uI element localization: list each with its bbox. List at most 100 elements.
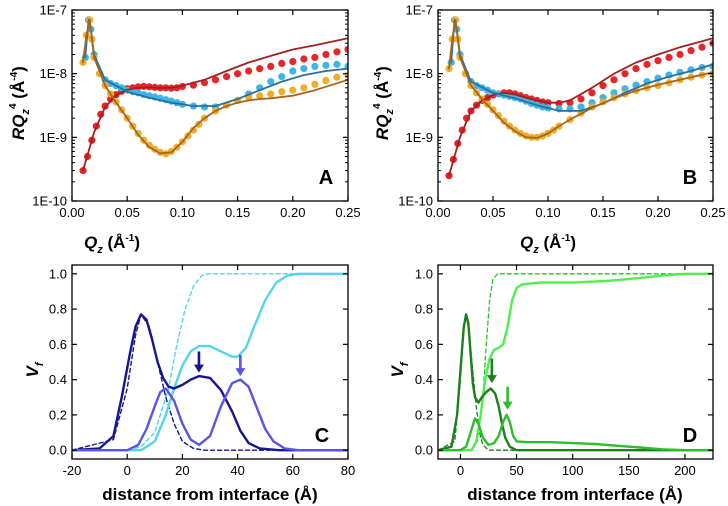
panel-c-series-navy-dashed-line: [72, 313, 348, 451]
panel-d-series-group: [438, 272, 713, 452]
panel-a-series-group: [79, 16, 348, 175]
panel-b-series-red-point: [599, 81, 607, 90]
panel-d-y-tick-label: 0.4: [415, 372, 433, 387]
panel-a-y-tick-label: 1E-9: [40, 130, 67, 145]
panel-a-series-orange-point: [256, 92, 264, 100]
panel-d-series-light-green-line: [438, 272, 713, 452]
panel-b-series-red-point: [588, 89, 596, 97]
panel-b-x-tick-label: 0.15: [590, 205, 615, 220]
panel-b-series-red-point: [577, 95, 585, 103]
panel-a-series-red-point: [300, 55, 308, 63]
panel-c-y-tick-label: 0.2: [49, 407, 67, 422]
panel-b-x-tick-label: 0.20: [645, 205, 670, 220]
panel-a-y-tick-label: 1E-8: [40, 66, 67, 81]
panel-a-x-tick-label: 0.20: [280, 205, 305, 220]
panel-a-frame: [71, 9, 349, 202]
panel-b-series-red-point: [687, 47, 695, 55]
panel-b-series-red-point: [632, 65, 640, 73]
panel-b-series-red-point: [676, 50, 684, 59]
panel-c-y-tick-label: 0.4: [49, 372, 67, 387]
panel-a-series-red-point: [278, 59, 286, 67]
panel-a-series-orange-point: [267, 90, 275, 98]
panel-c-x-tick-label: 60: [286, 463, 300, 478]
panel-d-x-tick-label: 100: [562, 463, 584, 478]
panel-d-x-tick-label: 200: [674, 463, 696, 478]
panel-d-series-dark-green-line: [438, 313, 713, 452]
panel-a-series-red-fit-line: [82, 37, 348, 172]
panel-c-y-tick-label: 1.0: [49, 266, 67, 281]
panel-a-series-blue-point: [278, 72, 286, 81]
panel-d: 0 50 100 150 200 0.0 0.2 0.4 0.6 0.8 1.0 distance …: [388, 264, 714, 504]
panel-b-series-red-fit-line: [448, 37, 713, 177]
panel-a-y-tick-label: 1E-10: [32, 194, 67, 209]
panel-c-arrow-2: [235, 354, 246, 377]
panel-b-x-tick-label: 0.05: [480, 205, 505, 220]
panel-b-label: B: [683, 167, 697, 189]
panel-d-x-tick-label: 150: [618, 463, 640, 478]
panel-c-series-navy-line: [72, 313, 348, 452]
panel-c-x-tick-label: -20: [63, 463, 82, 478]
panel-c-ticks: -20 0 20 40 60 80 0.0 0.2 0.4 0.6 0.8 1.0: [49, 265, 355, 478]
panel-a: 0.00 0.05 0.10 0.15 0.20 0.25 1E-10 1E-9 1E-8 1E-…: [8, 3, 361, 257]
panel-a-series-blue-points: [81, 16, 348, 111]
panel-b-series-red-point: [665, 53, 673, 62]
panel-b-series-group: [445, 16, 713, 180]
panel-a-series-orange-point: [333, 73, 341, 81]
panel-a-series-red-point: [311, 53, 319, 62]
panel-c-plot-area: [71, 264, 349, 460]
panel-a-series-blue-point: [289, 67, 297, 75]
panel-b-series-red-point: [610, 76, 618, 84]
panel-b-x-tick-label: 0.25: [700, 205, 725, 220]
panel-b-series-orange-point: [500, 117, 508, 125]
panel-c-y-tick-label: 0.6: [49, 337, 67, 352]
panel-b-series-red-point: [621, 70, 629, 78]
panel-a-x-tick-label: 0.25: [335, 205, 360, 220]
panel-c-x-tick-label: 80: [341, 463, 355, 478]
panel-b-series-red-point: [654, 57, 662, 65]
panel-d-arrow-1: [486, 358, 497, 384]
panel-a-series-orange-point: [189, 126, 198, 134]
panel-a-y-axis-label: RQz4 (Å-4): [8, 66, 32, 140]
panel-d-frame: [437, 264, 714, 460]
panel-d-y-tick-label: 0.6: [415, 337, 433, 352]
panel-c-series-group: [72, 272, 348, 452]
panel-d-y-tick-label: 0.2: [415, 407, 433, 422]
panel-a-series-orange-point: [322, 76, 330, 85]
panel-a-x-tick-label: 0.05: [115, 205, 140, 220]
panel-a-y-tick-label: 1E-7: [40, 3, 67, 18]
panel-a-series-orange-fit-line: [82, 19, 348, 155]
panel-d-y-tick-label: 0.8: [415, 302, 433, 317]
panel-a-series-red-point: [289, 57, 297, 66]
panel-b-x-tick-label: 0.00: [425, 205, 450, 220]
panel-a-series-orange-point: [278, 88, 286, 96]
panel-b-y-tick-label: 1E-10: [398, 194, 433, 209]
panel-a-plot-area: [71, 9, 349, 202]
panel-a-x-axis-label: Qz (Å-1): [84, 233, 140, 256]
panel-c-y-axis-label: Vf: [23, 361, 46, 377]
panel-b-series-red-point: [643, 60, 651, 68]
panel-a-series-red-point: [333, 48, 341, 56]
panel-b-plot-area: [437, 9, 714, 202]
panel-d-x-axis-label: distance from interface (Å): [467, 485, 682, 504]
panel-a-series-blue-point: [267, 78, 275, 86]
panel-a-x-tick-label: 0.15: [225, 205, 250, 220]
panel-b-series-blue-point: [621, 85, 629, 93]
panel-c-frame: [71, 264, 349, 460]
panel-d-ticks: 0 50 100 150 200 0.0 0.2 0.4 0.6 0.8 1.0: [415, 265, 713, 478]
panel-a-x-tick-label: 0.10: [170, 205, 195, 220]
panel-a-series-orange-point: [289, 86, 297, 94]
panel-d-arrow-2: [502, 386, 513, 410]
panel-a-series-orange-point: [300, 84, 308, 92]
panel-a-series-orange-point: [145, 141, 153, 149]
panel-d-y-tick-label: 1.0: [415, 266, 433, 281]
panel-c-label: C: [315, 425, 329, 447]
panel-d-plot-area: [437, 264, 714, 460]
panel-a-series-red-point: [344, 45, 348, 54]
panel-a-series-orange-point: [311, 80, 319, 88]
panel-a-series-blue-point: [200, 103, 209, 111]
panel-a-x-tick-label: 0.00: [59, 205, 84, 220]
panel-a-series-red-point: [245, 67, 253, 75]
panel-a-series-blue-point: [333, 60, 341, 68]
panel-d-y-axis-label: Vf: [388, 361, 411, 377]
